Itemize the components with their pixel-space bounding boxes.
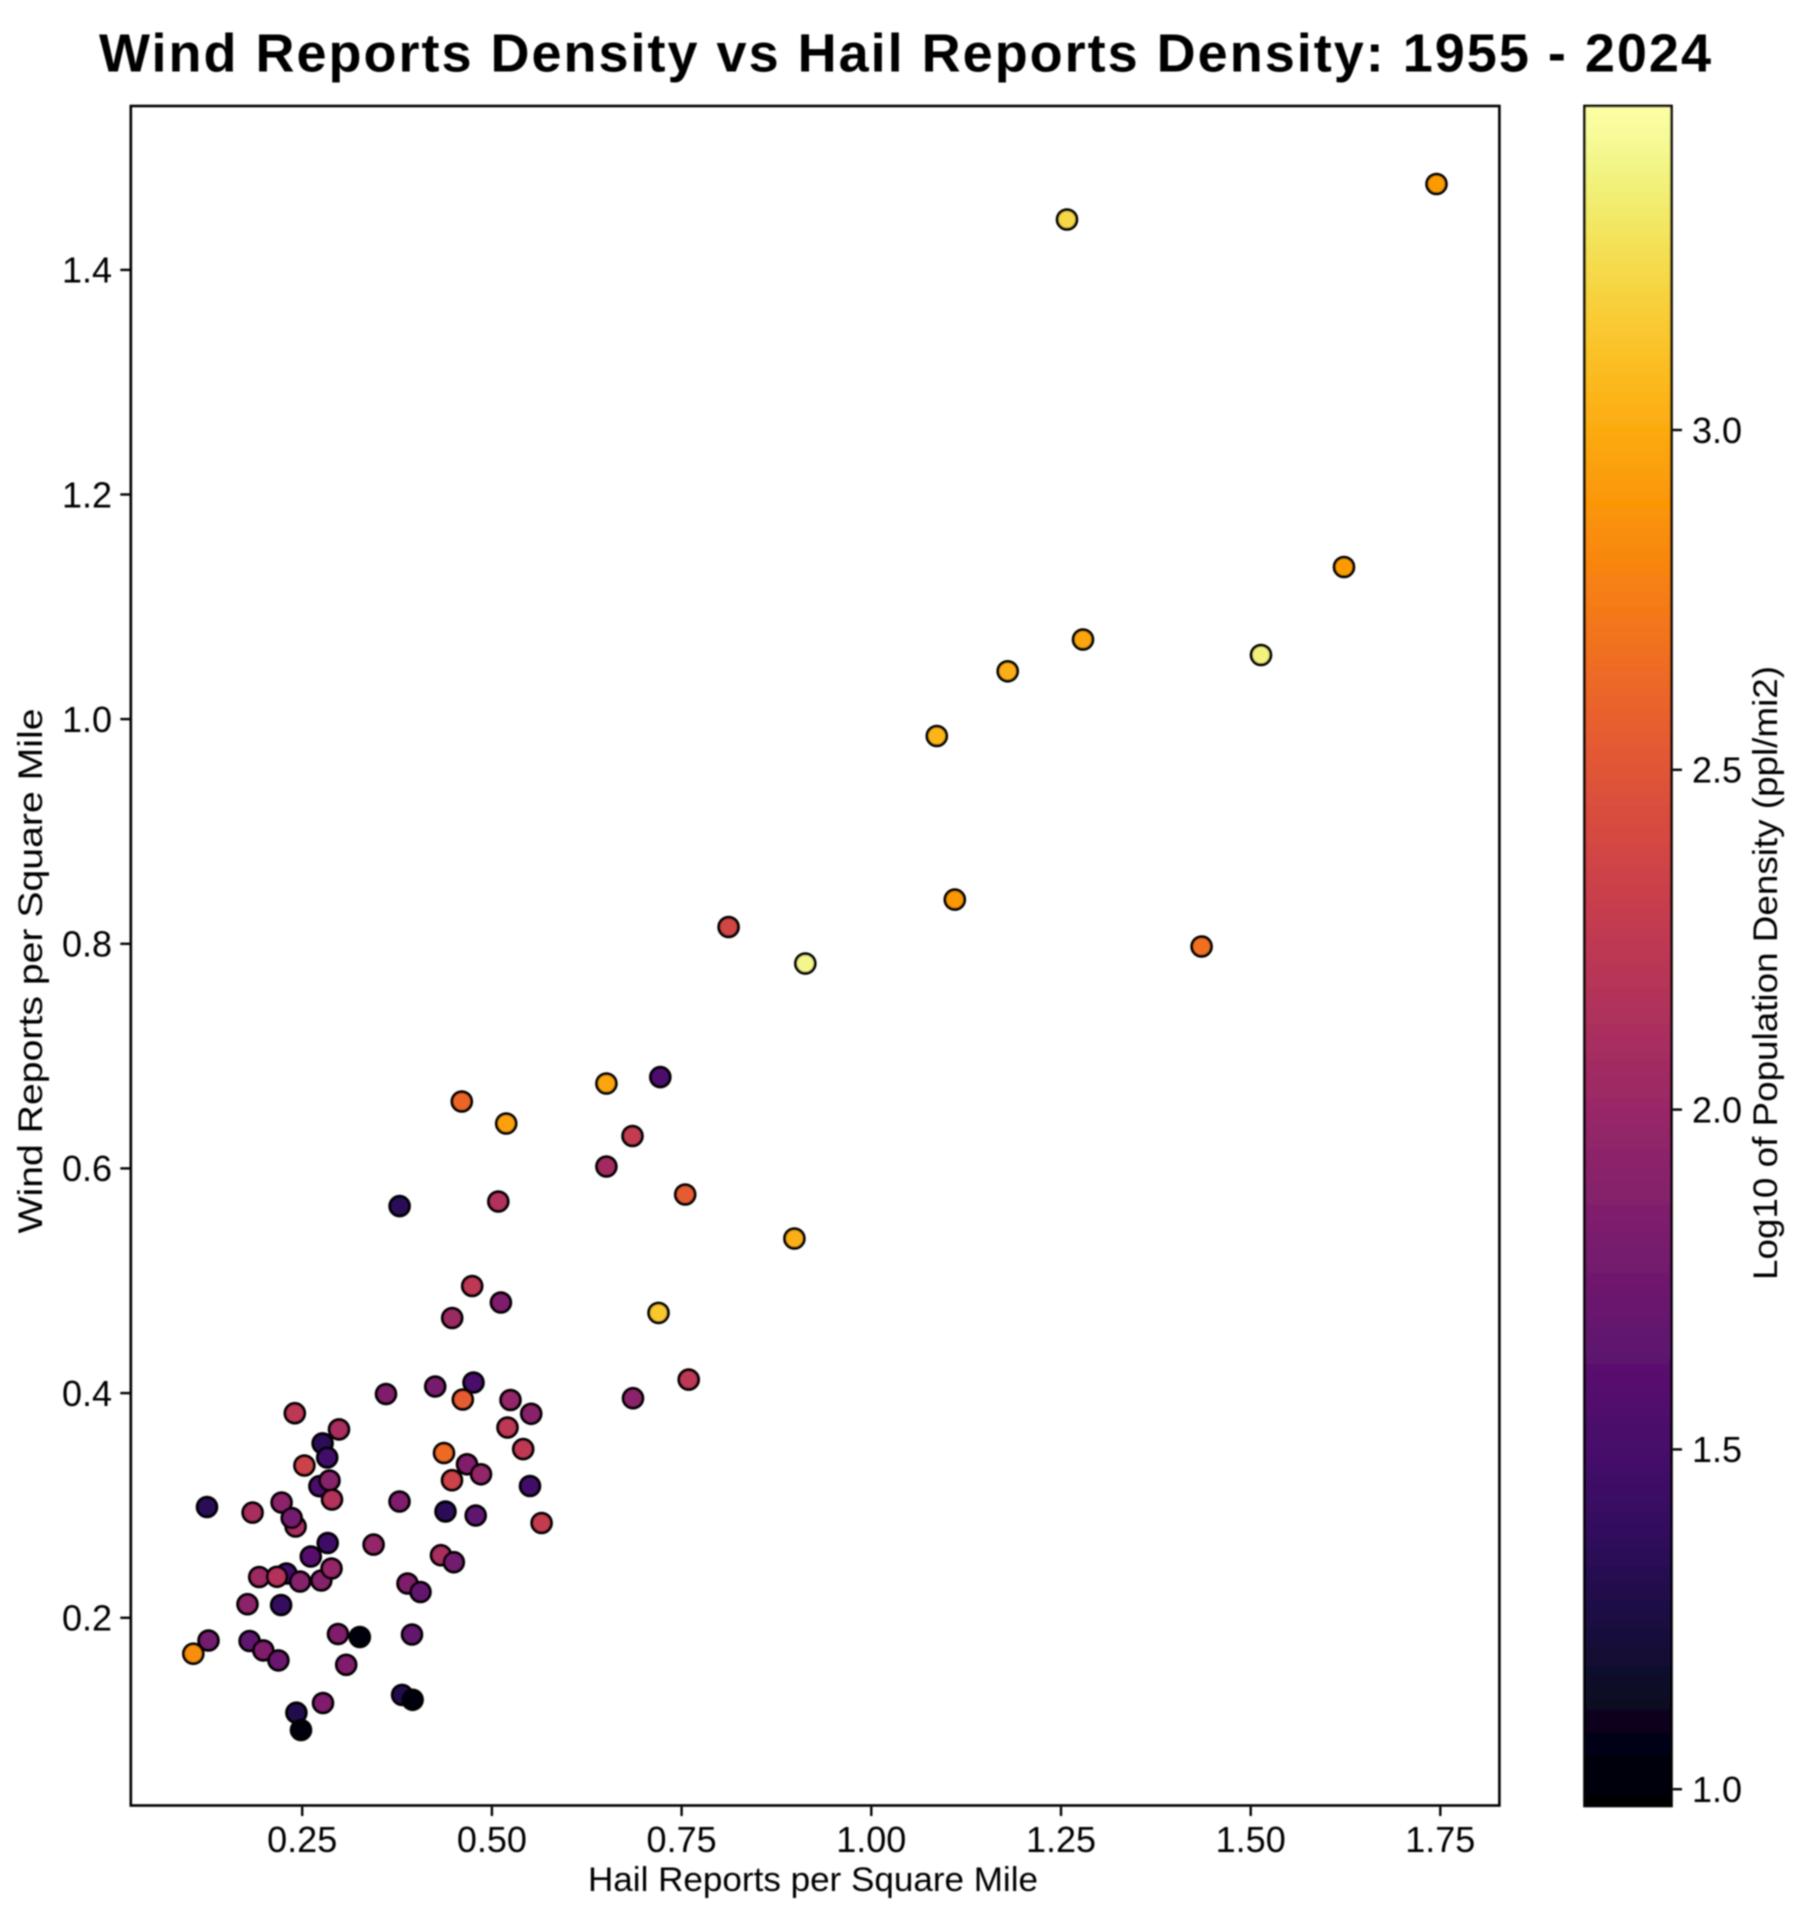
svg-text:2.5: 2.5 xyxy=(1692,750,1742,791)
svg-text:Wind Reports Density vs Hail R: Wind Reports Density vs Hail Reports Den… xyxy=(99,24,1711,84)
svg-text:Wind Reports per Square Mile: Wind Reports per Square Mile xyxy=(12,709,50,1234)
svg-text:Hail Reports per Square Mile: Hail Reports per Square Mile xyxy=(588,1861,1038,1899)
svg-text:0.25: 0.25 xyxy=(267,1819,337,1860)
svg-text:1.50: 1.50 xyxy=(1216,1819,1286,1860)
svg-text:0.75: 0.75 xyxy=(647,1819,717,1860)
svg-text:0.2: 0.2 xyxy=(62,1598,112,1639)
svg-text:1.2: 1.2 xyxy=(62,474,112,515)
svg-text:1.0: 1.0 xyxy=(62,699,112,740)
svg-text:0.8: 0.8 xyxy=(62,924,112,965)
svg-text:Log10 of Population Density (p: Log10 of Population Density (ppl/mi2) xyxy=(1747,666,1785,1280)
svg-text:0.6: 0.6 xyxy=(62,1148,112,1189)
svg-text:1.4: 1.4 xyxy=(62,250,112,291)
svg-text:1.25: 1.25 xyxy=(1026,1819,1096,1860)
svg-text:1.75: 1.75 xyxy=(1405,1819,1475,1860)
svg-text:0.50: 0.50 xyxy=(457,1819,527,1860)
svg-text:1.5: 1.5 xyxy=(1692,1429,1742,1470)
svg-text:1.0: 1.0 xyxy=(1692,1769,1742,1810)
svg-text:0.4: 0.4 xyxy=(62,1373,112,1414)
svg-text:3.0: 3.0 xyxy=(1692,410,1742,451)
svg-text:1.00: 1.00 xyxy=(836,1819,906,1860)
svg-text:2.0: 2.0 xyxy=(1692,1089,1742,1130)
